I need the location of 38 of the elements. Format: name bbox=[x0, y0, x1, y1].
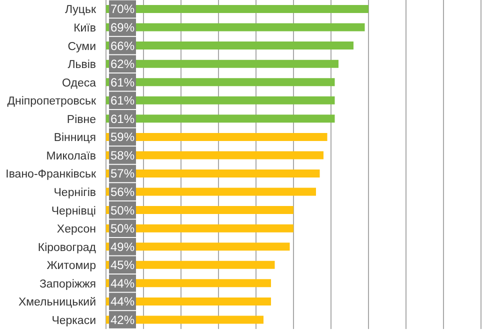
bar bbox=[106, 23, 365, 32]
data-label: 61% bbox=[110, 94, 135, 108]
data-label: 59% bbox=[110, 130, 135, 144]
bar bbox=[106, 5, 368, 13]
y-tick-label: Херсон bbox=[56, 224, 96, 236]
y-tick-label: Одеса bbox=[62, 77, 97, 90]
data-label: 61% bbox=[110, 75, 135, 90]
y-tick-label: Луцьк bbox=[64, 4, 97, 16]
data-label: 44% bbox=[110, 294, 135, 309]
data-label: 44% bbox=[110, 276, 135, 290]
data-label: 45% bbox=[110, 258, 135, 272]
y-tick-label: Чернівці bbox=[51, 205, 96, 218]
data-label: 49% bbox=[110, 240, 135, 254]
data-label: 57% bbox=[110, 166, 135, 181]
data-label: 50% bbox=[110, 222, 135, 236]
data-label: 69% bbox=[110, 20, 135, 34]
data-label: 50% bbox=[110, 203, 135, 218]
y-tick-label: Хмельницький bbox=[18, 296, 96, 309]
data-label: 70% bbox=[110, 2, 135, 16]
y-tick-label: Кіровоград bbox=[38, 242, 96, 254]
data-label: 56% bbox=[110, 184, 135, 199]
y-tick-label: Київ bbox=[74, 22, 96, 34]
data-label: 62% bbox=[110, 57, 135, 72]
y-tick-label: Черкаси bbox=[52, 314, 96, 327]
y-tick-label: Дніпропетровськ bbox=[7, 96, 97, 108]
data-label: 58% bbox=[110, 148, 135, 162]
data-label: 42% bbox=[110, 312, 135, 327]
y-tick-label: Житомир bbox=[46, 260, 96, 272]
data-label: 61% bbox=[110, 112, 135, 126]
data-label: 66% bbox=[110, 38, 135, 53]
y-tick-label: Миколаїв bbox=[46, 150, 96, 162]
y-tick-label: Львів bbox=[68, 59, 96, 72]
y-tick-label: Вінниця bbox=[54, 132, 96, 144]
y-tick-label: Суми bbox=[68, 40, 96, 53]
y-tick-label: Рівне bbox=[66, 114, 96, 126]
y-tick-label: Запоріжжя bbox=[39, 278, 96, 290]
y-tick-label: Чернігів bbox=[54, 187, 96, 199]
y-tick-label: Івано-Франківськ bbox=[6, 168, 97, 181]
